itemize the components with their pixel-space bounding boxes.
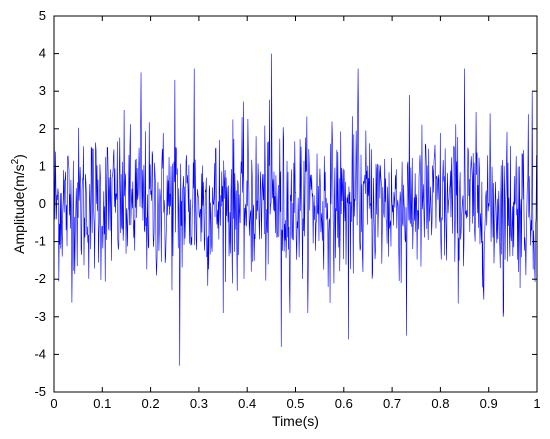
- series-line: [53, 53, 538, 366]
- y-axis-label-prefix: Amplitude(m/s: [11, 164, 27, 253]
- y-tick-label: -4: [34, 346, 46, 361]
- y-axis-label-superscript: 2: [10, 158, 21, 164]
- y-axis-ticks: -5 -4 -3 -2 -1 0 1 2 3 4 5: [34, 8, 537, 399]
- x-tick-label: 0.3: [190, 396, 208, 411]
- x-axis-label: Time(s): [272, 413, 319, 429]
- x-tick-label: 0.6: [335, 396, 353, 411]
- y-tick-label: -5: [34, 384, 46, 399]
- y-tick-label: 5: [39, 8, 46, 23]
- y-axis-label-suffix: ): [11, 154, 27, 159]
- x-tick-label: 0.7: [383, 396, 401, 411]
- y-tick-label: 0: [39, 196, 46, 211]
- x-tick-label: 0.5: [286, 396, 304, 411]
- x-tick-label: 0: [50, 396, 57, 411]
- x-axis-ticks: 0 0.1 0.2 0.3 0.4 0.5 0.6 0.7 0.8 0.9 1: [50, 16, 541, 411]
- x-tick-label: 0.8: [431, 396, 449, 411]
- y-tick-label: 1: [39, 158, 46, 173]
- x-tick-label: 0.9: [480, 396, 498, 411]
- series-layer: [53, 53, 538, 366]
- y-tick-label: 3: [39, 83, 46, 98]
- y-tick-label: -3: [34, 309, 46, 324]
- y-tick-label: 4: [39, 46, 46, 61]
- x-tick-label: 0.2: [142, 396, 160, 411]
- x-tick-label: 1: [533, 396, 540, 411]
- y-tick-label: -2: [34, 271, 46, 286]
- plot-area: [54, 16, 537, 392]
- y-tick-label: -1: [34, 234, 46, 249]
- y-tick-label: 2: [39, 121, 46, 136]
- x-tick-label: 0.4: [238, 396, 256, 411]
- y-axis-label: Amplitude(m/s2): [10, 154, 27, 254]
- x-tick-label: 0.1: [93, 396, 111, 411]
